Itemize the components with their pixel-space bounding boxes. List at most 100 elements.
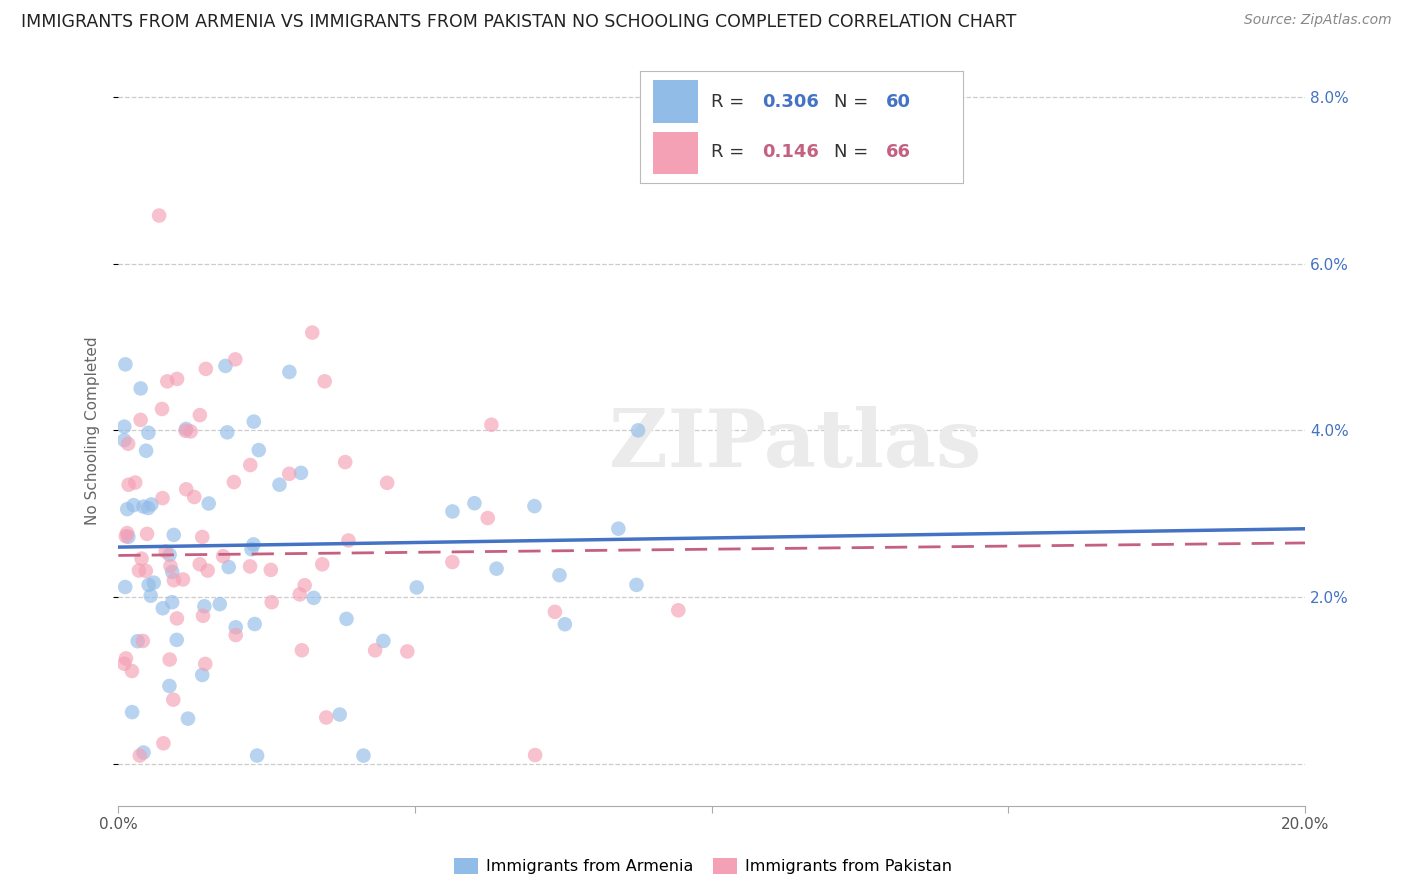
Point (225, 628, 247, 642)
Text: N =: N = (834, 93, 868, 111)
Point (159, 652, 181, 666)
Point (607, 522, 630, 536)
Point (115, 529, 138, 543)
Text: N =: N = (834, 144, 868, 161)
Point (166, 632, 188, 647)
Point (115, 526, 138, 541)
Point (191, 608, 214, 623)
Point (666, 603, 689, 617)
Point (139, 589, 162, 603)
Point (477, 511, 499, 525)
Point (523, 499, 546, 513)
Point (222, 475, 245, 489)
Point (114, 357, 136, 371)
Point (155, 544, 177, 558)
Point (291, 643, 314, 657)
Point (117, 477, 139, 491)
Point (166, 611, 188, 625)
Point (554, 617, 576, 632)
Point (260, 595, 283, 609)
Point (174, 483, 197, 497)
Point (208, 597, 231, 611)
Point (122, 498, 145, 512)
Point (214, 359, 236, 373)
Point (194, 362, 217, 376)
Text: 0.146: 0.146 (762, 144, 820, 161)
Point (128, 748, 150, 763)
Point (174, 424, 197, 438)
Point (240, 542, 263, 557)
Point (148, 209, 170, 223)
Point (315, 710, 337, 724)
Point (191, 668, 214, 682)
Point (239, 559, 262, 574)
Point (152, 736, 174, 750)
Point (243, 617, 266, 632)
Point (188, 558, 211, 572)
Point (117, 436, 139, 450)
Point (405, 581, 427, 595)
Point (548, 568, 571, 582)
Point (626, 578, 648, 592)
FancyBboxPatch shape (652, 132, 697, 174)
Point (152, 491, 174, 505)
Point (121, 664, 143, 678)
Point (156, 375, 179, 389)
Point (172, 573, 194, 587)
Point (212, 549, 235, 564)
Text: 60: 60 (886, 93, 911, 111)
Point (174, 422, 197, 436)
Point (194, 657, 217, 671)
Text: ZIPatlas: ZIPatlas (609, 407, 981, 484)
Point (225, 620, 247, 634)
Point (191, 530, 214, 544)
Point (117, 530, 139, 544)
Text: Source: ZipAtlas.com: Source: ZipAtlas.com (1244, 13, 1392, 28)
Point (138, 425, 160, 440)
Point (364, 643, 387, 657)
Point (128, 564, 150, 578)
Point (162, 565, 184, 579)
Point (441, 555, 464, 569)
Point (197, 564, 219, 578)
Point (290, 466, 312, 480)
Point (150, 401, 173, 416)
Point (335, 455, 357, 469)
Point (246, 748, 269, 763)
Point (132, 634, 155, 648)
Point (159, 548, 181, 562)
Point (311, 558, 333, 572)
Point (112, 419, 135, 434)
Point (260, 563, 283, 577)
Point (485, 561, 508, 575)
Legend: Immigrants from Armenia, Immigrants from Pakistan: Immigrants from Armenia, Immigrants from… (446, 850, 960, 882)
Point (160, 595, 183, 609)
Point (524, 747, 547, 762)
Point (193, 599, 215, 614)
Point (353, 748, 375, 763)
Point (163, 528, 186, 542)
Point (224, 352, 246, 367)
Point (121, 705, 143, 719)
Point (138, 578, 160, 592)
Point (242, 415, 264, 429)
Point (131, 551, 153, 566)
Point (115, 651, 138, 665)
Point (242, 537, 264, 551)
Point (544, 605, 567, 619)
Point (177, 712, 200, 726)
Point (124, 475, 146, 490)
Text: R =: R = (711, 93, 744, 111)
Point (218, 560, 240, 574)
Point (129, 381, 152, 395)
Y-axis label: No Schooling Completed: No Schooling Completed (86, 336, 100, 524)
Point (159, 559, 181, 574)
Point (136, 500, 159, 515)
Point (269, 477, 291, 491)
Text: R =: R = (711, 144, 744, 161)
Text: IMMIGRANTS FROM ARMENIA VS IMMIGRANTS FROM PAKISTAN NO SCHOOLING COMPLETED CORRE: IMMIGRANTS FROM ARMENIA VS IMMIGRANTS FR… (21, 13, 1017, 31)
Point (294, 578, 316, 592)
Point (157, 679, 180, 693)
Point (114, 580, 136, 594)
Point (180, 425, 202, 439)
